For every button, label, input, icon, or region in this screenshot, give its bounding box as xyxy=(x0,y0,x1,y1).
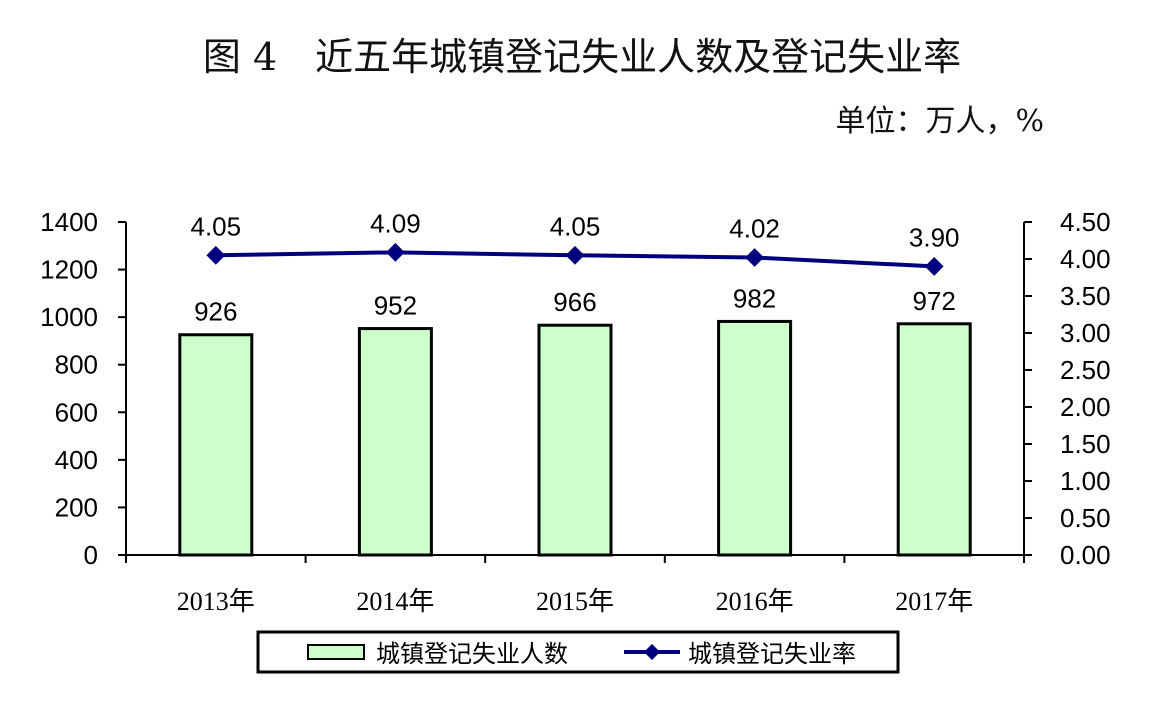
bar-data-label: 982 xyxy=(733,283,776,313)
bar-data-labels: 926 952 966 982 972 xyxy=(194,283,956,326)
y-right-tick-label: 3.00 xyxy=(1060,318,1111,348)
bar xyxy=(896,322,972,557)
line-series xyxy=(206,242,944,276)
y-left-tick-label: 1200 xyxy=(40,255,98,285)
line-data-label: 4.05 xyxy=(550,211,601,241)
y-left-tick-label: 1000 xyxy=(40,302,98,332)
line-data-label: 4.02 xyxy=(729,214,780,244)
chart-title: 图 4 近五年城镇登记失业人数及登记失业率 xyxy=(202,35,962,79)
unit-label: 单位：万人，% xyxy=(835,104,1044,139)
y-right-tick-label: 2.00 xyxy=(1060,392,1111,422)
y-right-tick-label: 3.50 xyxy=(1060,281,1111,311)
legend-line-label: 城镇登记失业率 xyxy=(688,640,856,668)
series-point xyxy=(206,245,226,265)
y-right-tick-label: 1.50 xyxy=(1060,429,1111,459)
y-right-tick-label: 4.00 xyxy=(1060,244,1111,274)
bar xyxy=(357,327,433,557)
axes: 0 200 400 600 800 1000 1200 1400 0.00 0.50 1.00 1.5… xyxy=(40,207,1110,570)
legend: 城镇登记失业人数 城镇登记失业率 xyxy=(256,630,900,674)
series-point xyxy=(565,245,585,265)
legend-bar-swatch xyxy=(307,644,365,660)
y-left-tick-label: 600 xyxy=(55,397,98,427)
bar-data-label: 952 xyxy=(374,291,417,321)
y-right-tick-label: 4.50 xyxy=(1060,207,1111,237)
line-data-label: 4.05 xyxy=(190,211,241,241)
line-data-label: 3.90 xyxy=(909,222,960,252)
y-left-tick-label: 0 xyxy=(84,540,98,570)
category-label: 2017年 xyxy=(895,587,973,616)
series-point xyxy=(385,242,405,262)
category-label: 2016年 xyxy=(716,587,794,616)
line-data-label: 4.09 xyxy=(370,208,421,238)
bar xyxy=(717,319,793,557)
legend-line-marker xyxy=(644,644,660,660)
y-left-tick-label: 800 xyxy=(55,350,98,380)
category-labels: 2013年 2014年 2015年 2016年 2017年 xyxy=(177,587,973,616)
y-right-tick-label: 1.00 xyxy=(1060,466,1111,496)
bar-data-label: 966 xyxy=(553,287,596,317)
y-left-tick-label: 200 xyxy=(55,492,98,522)
y-right-tick-label: 2.50 xyxy=(1060,355,1111,385)
bar-data-label: 972 xyxy=(913,286,956,316)
y-right-tick-label: 0.50 xyxy=(1060,503,1111,533)
y-left-tick-label: 400 xyxy=(55,445,98,475)
series-point xyxy=(924,256,944,276)
bar xyxy=(178,333,254,557)
legend-bar-label: 城镇登记失业人数 xyxy=(376,640,568,668)
category-label: 2015年 xyxy=(536,587,614,616)
bar-data-label: 926 xyxy=(194,297,237,327)
y-right-tick-label: 0.00 xyxy=(1060,540,1111,570)
series-point xyxy=(745,248,765,267)
category-label: 2013年 xyxy=(177,587,255,616)
y-left-tick-label: 1400 xyxy=(40,207,98,237)
bar xyxy=(537,323,613,557)
bar-series xyxy=(178,319,972,557)
category-label: 2014年 xyxy=(356,587,434,616)
line-data-labels: 4.05 4.09 4.05 4.02 3.90 xyxy=(190,208,959,252)
